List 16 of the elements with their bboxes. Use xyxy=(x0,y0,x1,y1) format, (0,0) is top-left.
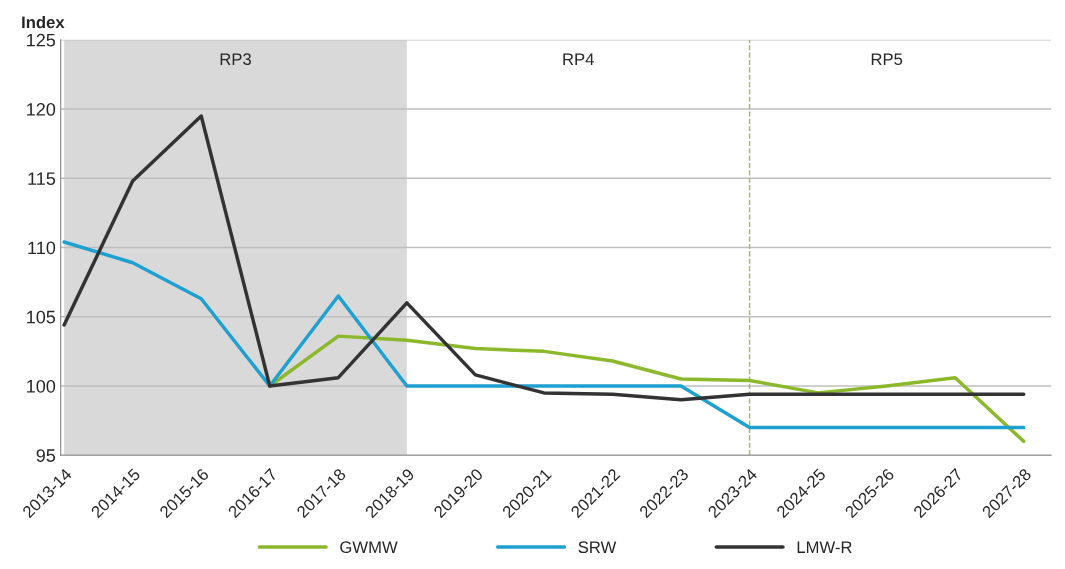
y-tick-label: 115 xyxy=(28,172,56,186)
line-series xyxy=(62,114,1026,402)
y-tick-label: 125 xyxy=(27,33,56,47)
y-tick-label: 120 xyxy=(27,102,56,116)
annotation: RP4 xyxy=(563,53,594,65)
y-tick-label: 95 xyxy=(36,449,56,462)
legend-label: LMW-R xyxy=(797,541,852,553)
band-label: RP3 xyxy=(220,53,251,66)
line-series xyxy=(62,240,1026,430)
legend-label: SRW xyxy=(578,541,617,554)
y-tick-label: 110 xyxy=(28,241,56,255)
y-tick-label: 100 xyxy=(27,379,56,393)
y-axis-title: Index xyxy=(22,15,65,29)
annotation: RP5 xyxy=(871,53,903,66)
y-tick-label: 105 xyxy=(27,310,56,324)
legend-label: GWMW xyxy=(340,541,398,554)
